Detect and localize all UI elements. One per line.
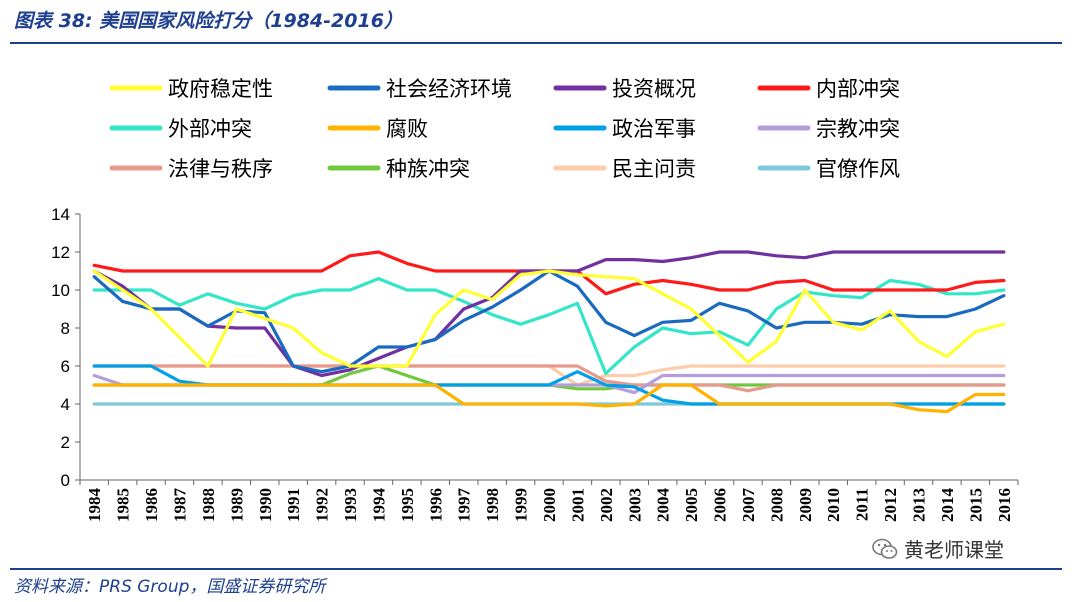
- y-tick-label: 2: [61, 433, 70, 452]
- x-tick-label: 1984: [85, 488, 104, 523]
- series-line-5: [92, 277, 1006, 376]
- x-tick-label: 2003: [625, 488, 644, 522]
- legend-label: 宗教冲突: [816, 117, 900, 141]
- x-tick-label: 2006: [711, 488, 730, 522]
- x-tick-label: 1997: [455, 488, 474, 523]
- y-tick-label: 10: [51, 281, 70, 300]
- legend-item: 宗教冲突: [757, 117, 900, 141]
- legend-item: 官僚作风: [757, 157, 900, 181]
- x-tick-label: 2010: [824, 488, 843, 522]
- x-tick-label: 2012: [881, 488, 900, 522]
- legend-label: 法律与秩序: [168, 157, 273, 181]
- legend-item: 投资概况: [553, 77, 696, 101]
- x-tick-label: 1995: [398, 488, 417, 522]
- x-tick-label: 2013: [910, 488, 929, 522]
- legend-label: 官僚作风: [816, 157, 900, 181]
- legend-label: 外部冲突: [168, 117, 252, 141]
- series-line-9: [92, 364, 1006, 393]
- x-tick-label: 2000: [540, 488, 559, 522]
- legend-label: 政治军事: [612, 117, 696, 141]
- x-tick-label: 1993: [341, 488, 360, 522]
- legend-item: 腐败: [327, 117, 428, 141]
- y-tick-label: 6: [61, 357, 70, 376]
- legend-label: 腐败: [386, 117, 428, 141]
- legend-item: 内部冲突: [757, 77, 900, 101]
- legend-label: 内部冲突: [816, 77, 900, 101]
- x-tick-label: 1999: [512, 488, 531, 522]
- legend-label: 种族冲突: [386, 157, 470, 181]
- watermark-text: 黄老师课堂: [904, 538, 1004, 562]
- x-tick-label: 2005: [682, 488, 701, 522]
- x-tick-label: 1990: [256, 488, 275, 522]
- x-tick-label: 1998: [483, 488, 502, 522]
- watermark: 黄老师课堂: [872, 534, 1004, 563]
- title-divider: [10, 42, 1062, 44]
- legend-label: 社会经济环境: [386, 77, 512, 101]
- x-tick-label: 1996: [426, 488, 445, 522]
- x-tick-label: 1989: [227, 488, 246, 522]
- x-tick-label: 2011: [853, 488, 872, 521]
- legend-item: 社会经济环境: [327, 77, 512, 101]
- x-tick-label: 2007: [739, 488, 758, 523]
- series-line-6: [92, 383, 1006, 414]
- y-tick-label: 0: [61, 471, 70, 490]
- x-tick-label: 2008: [767, 488, 786, 522]
- y-tick-label: 12: [51, 243, 70, 262]
- y-tick-label: 14: [51, 205, 70, 224]
- legend-label: 投资概况: [612, 77, 696, 101]
- legend-item: 民主问责: [553, 157, 696, 181]
- figure-title: 图表 38: 美国国家风险打分（1984-2016）: [14, 10, 403, 32]
- legend-label: 政府稳定性: [168, 77, 273, 101]
- x-tick-label: 1991: [284, 488, 303, 522]
- x-tick-label: 1987: [170, 488, 189, 523]
- x-tick-label: 2015: [966, 488, 985, 522]
- series-line-1: [92, 269, 1006, 368]
- x-tick-label: 1988: [199, 488, 218, 522]
- wechat-icon: [872, 538, 898, 559]
- legend-item: 法律与秩序: [109, 157, 273, 181]
- axes: 0 2 4 6 8 10 12 14 1984 1985 1986 1987 1988 1989 1990 1…: [51, 205, 1019, 523]
- x-tick-label: 2009: [796, 488, 815, 522]
- y-tick-label: 8: [61, 319, 70, 338]
- footer-divider: [10, 568, 1062, 570]
- legend-item: 政治军事: [553, 117, 696, 141]
- x-tick-label: 2014: [938, 488, 957, 523]
- legend-item: 种族冲突: [327, 157, 470, 181]
- y-tick-label: 4: [61, 395, 70, 414]
- source-note: 资料来源：PRS Group，国盛证券研究所: [14, 577, 326, 597]
- x-tick-label: 1986: [142, 488, 161, 522]
- x-tick-label: 1985: [114, 488, 133, 522]
- legend-item: 政府稳定性: [109, 77, 273, 101]
- x-tick-label: 2001: [568, 488, 587, 522]
- legend-label: 民主问责: [612, 157, 696, 181]
- x-tick-label: 1992: [313, 488, 332, 522]
- legend-item: 外部冲突: [109, 117, 252, 141]
- x-tick-label: 2002: [597, 488, 616, 522]
- x-tick-label: 1994: [369, 488, 388, 523]
- series-lines: [92, 250, 1006, 414]
- x-tick-label: 2016: [995, 488, 1014, 522]
- x-tick-label: 2004: [654, 488, 673, 523]
